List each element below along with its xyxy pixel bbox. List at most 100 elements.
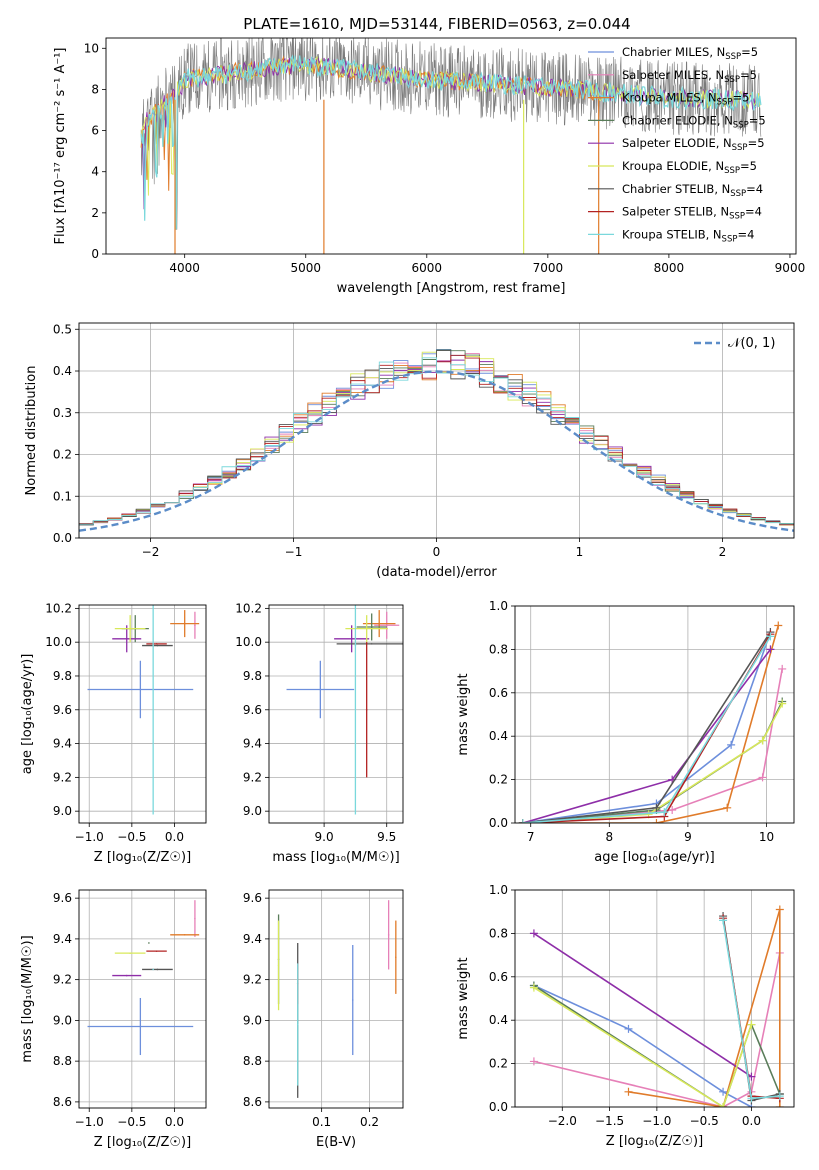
x-tick-label: 9.0 <box>315 830 334 844</box>
series-line <box>522 631 772 823</box>
series-marker <box>529 929 538 938</box>
y-tick-label: 0.4 <box>489 1013 508 1027</box>
x-axis-label: wavelength [Angstrom, rest frame] <box>337 281 566 296</box>
y-tick-label: 9.8 <box>53 669 72 683</box>
x-tick-label: −1.0 <box>75 830 104 844</box>
y-axis-label: Flux [fλ10⁻¹⁷ erg cm⁻² s⁻¹ A⁻¹] <box>53 48 68 245</box>
x-tick-label: −2 <box>142 545 160 559</box>
axes-frame <box>268 604 404 824</box>
data-point <box>139 1025 142 1028</box>
x-tick-label: 8000 <box>654 261 685 275</box>
x-tick-label: 0 <box>433 545 441 559</box>
y-tick-label: 2 <box>91 206 99 220</box>
y-tick-label: 0.2 <box>489 773 508 787</box>
data-point <box>139 688 142 691</box>
y-tick-label: 8.6 <box>53 1095 72 1109</box>
x-tick-label: −1.0 <box>75 1115 104 1129</box>
plot-area <box>140 38 762 254</box>
legend-text: Salpeter STELIB, N <box>622 205 729 219</box>
series-marker <box>775 1092 784 1101</box>
series-marker <box>529 983 538 992</box>
y-tick-label: 9.6 <box>243 891 262 905</box>
legend-entry: Salpeter STELIB, NSSP=4 <box>622 205 762 222</box>
legend-subscript: SSP <box>733 120 749 130</box>
x-tick-label: −2.0 <box>548 1114 577 1128</box>
legend-text: Kroupa ELODIE, N <box>622 159 724 173</box>
axes-frame <box>105 37 797 255</box>
y-tick-label: 9.4 <box>243 737 262 751</box>
plot-area <box>277 900 397 1098</box>
legend-text-tail: =4 <box>746 182 763 196</box>
y-tick-label: 0.8 <box>489 926 508 940</box>
series-marker <box>775 905 784 914</box>
x-tick-label: 8 <box>605 830 613 844</box>
legend-text: Chabrier MILES, N <box>622 45 725 59</box>
data-point <box>354 644 357 647</box>
data-point <box>156 644 159 647</box>
y-tick-label: 9.4 <box>53 737 72 751</box>
y-axis-label: mass [log₁₀(M/M☉)] <box>20 935 35 1062</box>
y-tick-label: 0.2 <box>53 448 72 462</box>
legend-text-tail: =5 <box>749 113 766 127</box>
axes-frame <box>514 889 795 1108</box>
data-point <box>125 637 128 640</box>
x-tick-label: 0.0 <box>742 1114 761 1128</box>
panel-mass-vs-EBV: 0.1 0.2 8.6 8.8 9.0 9.2 9.4 9.6 E(B-V) <box>243 889 404 1150</box>
data-point <box>277 964 280 967</box>
series-marker <box>719 1103 728 1107</box>
series-marker <box>778 664 787 673</box>
data-point <box>395 956 397 959</box>
axes-frame <box>78 889 207 1109</box>
y-tick-label: 0.5 <box>53 322 72 336</box>
legend-text: Salpeter ELODIE, N <box>622 136 732 150</box>
y-tick-label: 0.0 <box>53 531 72 545</box>
y-tick-label: 4 <box>91 165 99 179</box>
data-point <box>183 934 186 936</box>
y-tick-label: 9.2 <box>53 973 72 987</box>
legend-entry: Salpeter ELODIE, NSSP=5 <box>622 136 765 153</box>
y-tick-label: 0.8 <box>489 642 508 656</box>
series-line <box>522 633 772 823</box>
series-line <box>533 986 753 1107</box>
x-tick-label: 6000 <box>412 261 443 275</box>
data-point <box>129 952 131 954</box>
axes-frame <box>78 604 207 824</box>
series-marker <box>774 621 783 630</box>
panel-weight-vs-Z: −2.0 −1.5 −1.0 −0.5 0.0 0.0 0.2 0.4 0.6 0.8 1.0 Z [… <box>456 883 795 1149</box>
x-tick-label: 9 <box>684 830 692 844</box>
y-tick-label: 9.2 <box>53 770 72 784</box>
normal-curve <box>79 370 794 532</box>
series-line <box>533 984 752 1107</box>
panel-mass-vs-Z: −1.0 −0.5 0.0 8.6 8.8 9.0 9.2 9.4 9.6 Z [log₁₀(Z/… <box>20 889 207 1150</box>
spectrum-line <box>140 38 762 230</box>
series-marker <box>778 699 787 708</box>
x-tick-label: 4000 <box>169 261 200 275</box>
y-tick-label: 1.0 <box>489 599 508 613</box>
series-marker <box>758 736 767 745</box>
legend-text: Chabrier ELODIE, N <box>622 113 733 127</box>
data-point <box>296 1023 299 1026</box>
legend-subscript: SSP <box>729 212 745 222</box>
y-tick-label: 9.0 <box>53 804 72 818</box>
plot-area <box>87 900 200 1056</box>
y-tick-label: 10.2 <box>45 601 72 615</box>
y-tick-label: 10.2 <box>235 601 262 615</box>
data-point <box>365 627 368 630</box>
x-axis-label: age [log₁₀(age/yr)] <box>594 850 715 865</box>
plot-area <box>529 905 784 1107</box>
x-tick-label: −0.5 <box>117 1115 146 1129</box>
y-tick-label: 8.8 <box>53 1054 72 1068</box>
y-tick-label: 0.4 <box>489 729 508 743</box>
series-marker <box>529 1057 538 1066</box>
series-line <box>522 668 783 823</box>
y-tick-label: 10.0 <box>235 635 262 649</box>
y-tick-label: 0.6 <box>489 686 508 700</box>
series-marker <box>747 1020 756 1029</box>
x-tick-label: −1.0 <box>642 1114 671 1128</box>
x-tick-label: −1 <box>285 545 303 559</box>
y-tick-label: 9.6 <box>53 703 72 717</box>
legend-text: Salpeter MILES, N <box>622 68 724 82</box>
series-line <box>522 631 772 823</box>
y-axis-label: Normed distribution <box>24 366 39 496</box>
